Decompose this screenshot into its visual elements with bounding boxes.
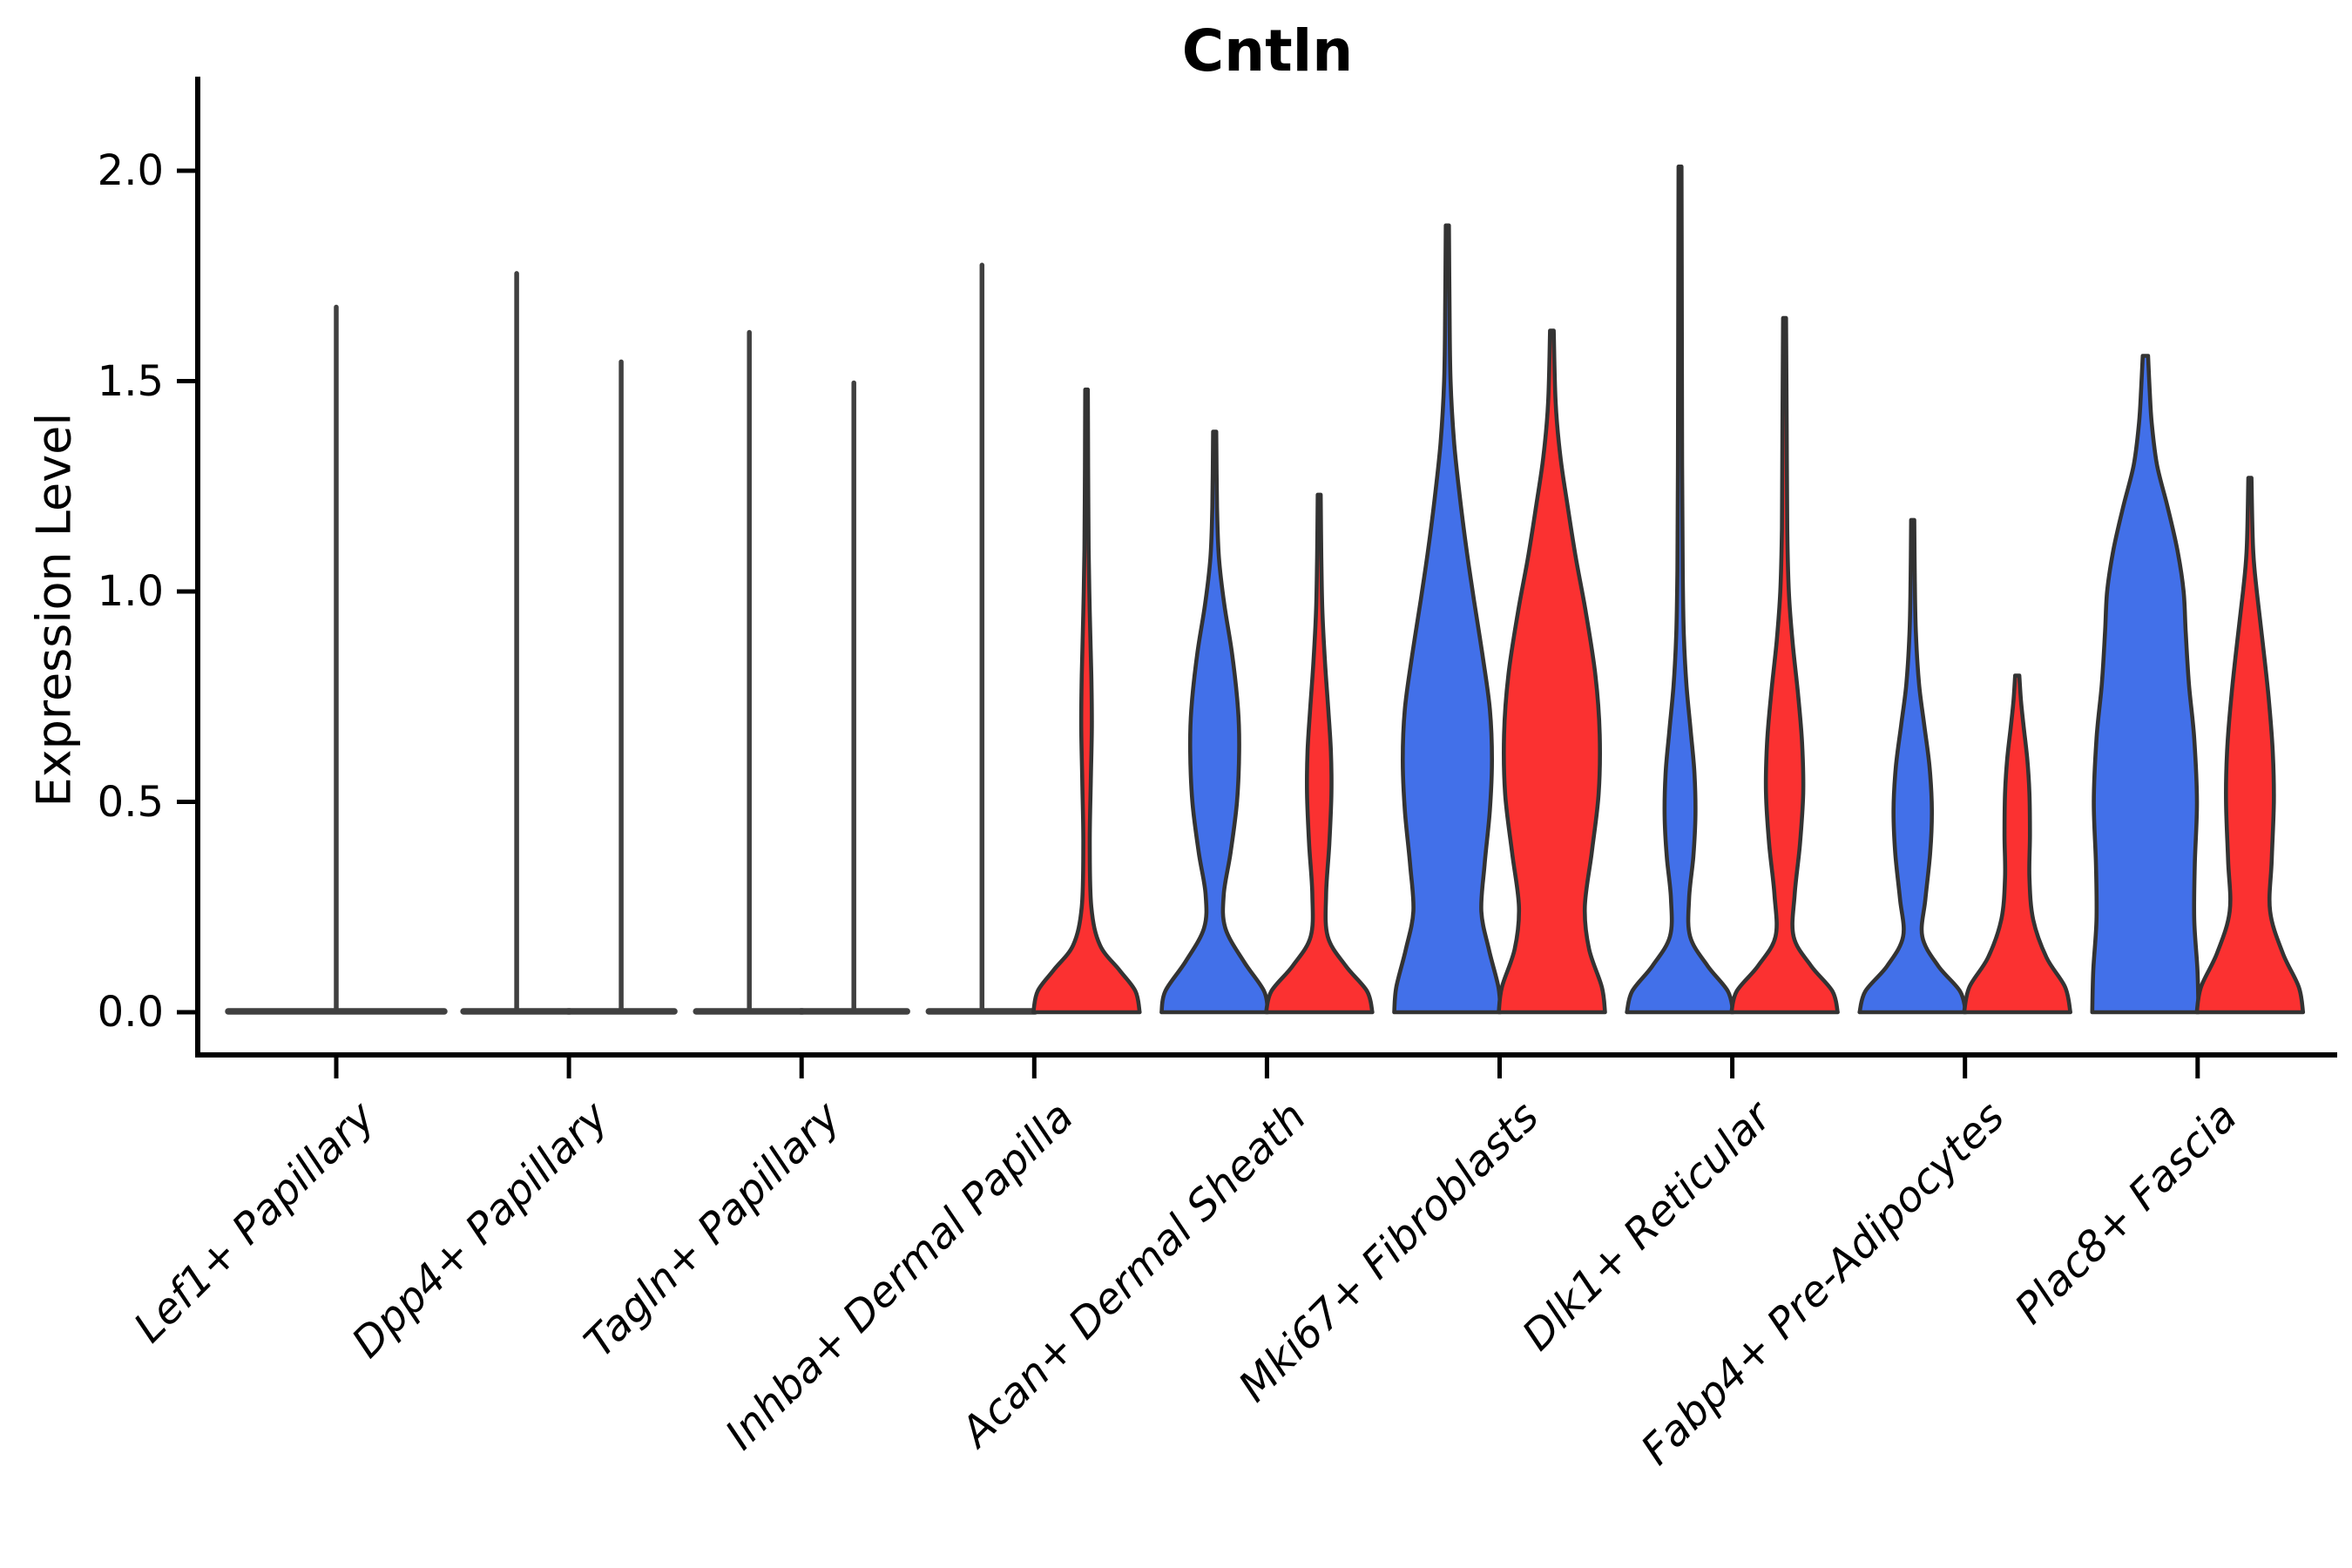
violin-blue-fabp4-pre-adipocytes [1857, 517, 1968, 1015]
violin-blue-mki67-fibroblasts [1392, 223, 1503, 1015]
violin-red-inhba-dermal-papilla [1031, 387, 1142, 1015]
y-tick-label: 2.0 [97, 146, 164, 195]
y-tick-label: 0.0 [97, 988, 164, 1037]
chart-title: Cntln [1181, 17, 1354, 84]
violin-blue-dlk1-reticular [1625, 164, 1735, 1015]
violin-red-acan-dermal-sheath [1264, 492, 1375, 1015]
y-tick-label: 0.5 [97, 777, 164, 827]
y-axis-title: Expression Level [26, 412, 82, 808]
y-tick-label: 1.0 [97, 567, 164, 616]
y-tick-label: 1.5 [97, 356, 164, 406]
violin-red-mki67-fibroblasts [1497, 328, 1607, 1015]
violin-blue-plac8-fascia [2090, 354, 2201, 1015]
violin-red-dlk1-reticular [1729, 315, 1840, 1015]
violin-blue-acan-dermal-sheath [1159, 429, 1270, 1015]
violin-red-plac8-fascia [2194, 476, 2306, 1015]
violin-red-fabp4-pre-adipocytes [1962, 673, 2072, 1015]
